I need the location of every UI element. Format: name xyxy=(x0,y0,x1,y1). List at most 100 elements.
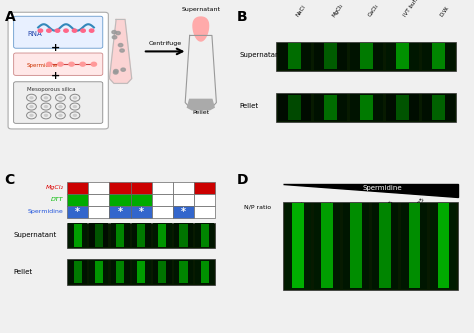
Bar xyxy=(153,260,172,284)
Bar xyxy=(158,261,166,283)
Bar xyxy=(314,202,340,289)
Circle shape xyxy=(112,31,116,34)
Bar xyxy=(324,95,337,120)
Bar xyxy=(194,194,215,206)
Bar xyxy=(89,260,109,284)
Bar xyxy=(180,224,188,246)
Circle shape xyxy=(73,29,77,32)
Circle shape xyxy=(80,62,85,66)
Circle shape xyxy=(58,96,63,99)
Polygon shape xyxy=(283,184,457,197)
Bar xyxy=(422,94,455,121)
Circle shape xyxy=(113,71,118,74)
Circle shape xyxy=(112,36,117,39)
Circle shape xyxy=(29,96,34,99)
Polygon shape xyxy=(187,99,214,110)
Circle shape xyxy=(73,114,77,117)
Bar xyxy=(380,203,391,288)
Circle shape xyxy=(38,29,43,32)
Bar xyxy=(386,43,419,70)
Text: 20: 20 xyxy=(298,201,306,210)
Bar xyxy=(292,203,303,288)
Circle shape xyxy=(121,68,126,71)
Bar xyxy=(68,223,87,247)
Bar xyxy=(194,182,215,194)
Text: +: + xyxy=(51,43,61,53)
Bar xyxy=(109,206,131,218)
Bar xyxy=(350,94,383,121)
Text: 0: 0 xyxy=(443,204,449,210)
Bar xyxy=(67,194,88,206)
Bar xyxy=(109,182,131,194)
Bar xyxy=(372,202,398,289)
Polygon shape xyxy=(185,35,216,107)
Text: 2.5: 2.5 xyxy=(385,199,394,210)
Bar xyxy=(110,260,129,284)
Bar xyxy=(314,94,346,121)
Text: Supernatant: Supernatant xyxy=(181,7,220,12)
Text: Supernatant: Supernatant xyxy=(239,52,283,58)
Bar xyxy=(173,194,194,206)
Circle shape xyxy=(58,114,63,117)
Bar xyxy=(343,202,369,289)
Circle shape xyxy=(46,62,52,66)
Bar xyxy=(276,42,456,71)
Text: IVT buffer: IVT buffer xyxy=(403,0,423,18)
Bar xyxy=(116,224,124,246)
Text: Pellet: Pellet xyxy=(14,269,33,275)
Bar xyxy=(431,43,446,69)
Text: Centrifuge: Centrifuge xyxy=(148,41,182,46)
Circle shape xyxy=(58,62,63,66)
Text: DTT: DTT xyxy=(51,197,64,202)
Polygon shape xyxy=(193,17,209,41)
Bar xyxy=(89,223,109,247)
Text: *: * xyxy=(75,207,80,217)
Bar xyxy=(88,194,109,206)
Bar xyxy=(67,259,215,285)
Circle shape xyxy=(90,29,94,32)
Bar xyxy=(321,203,333,288)
Bar xyxy=(195,260,214,284)
FancyBboxPatch shape xyxy=(14,53,103,75)
Text: A: A xyxy=(5,10,16,24)
Circle shape xyxy=(81,29,85,32)
Text: MgCl₂: MgCl₂ xyxy=(331,2,344,18)
Bar xyxy=(174,260,193,284)
Text: B: B xyxy=(237,10,247,24)
Bar xyxy=(152,182,173,194)
Bar xyxy=(350,43,383,70)
Polygon shape xyxy=(109,19,132,83)
Text: Mesoporous silica: Mesoporous silica xyxy=(27,87,76,92)
Bar xyxy=(68,260,87,284)
Text: Spermidine: Spermidine xyxy=(362,185,402,191)
Bar xyxy=(95,224,103,246)
Text: C: C xyxy=(5,173,15,187)
Bar xyxy=(95,261,103,283)
Bar xyxy=(360,95,374,120)
Bar xyxy=(360,43,374,69)
Text: MgCl₂: MgCl₂ xyxy=(46,185,64,190)
Bar xyxy=(288,95,301,120)
Bar xyxy=(132,260,151,284)
Bar xyxy=(386,94,419,121)
Text: 5: 5 xyxy=(356,204,362,210)
Text: D: D xyxy=(237,173,248,187)
Circle shape xyxy=(91,62,97,66)
Bar xyxy=(430,202,456,289)
Text: *: * xyxy=(118,207,122,217)
Bar xyxy=(409,203,419,288)
Bar xyxy=(314,43,346,70)
Bar xyxy=(137,261,145,283)
Bar xyxy=(288,43,301,69)
Text: +: + xyxy=(51,71,61,81)
FancyBboxPatch shape xyxy=(8,12,109,129)
Text: Pellet: Pellet xyxy=(192,110,210,115)
Bar xyxy=(132,223,151,247)
Text: *: * xyxy=(139,207,144,217)
Bar xyxy=(278,43,310,70)
Bar xyxy=(285,202,311,289)
Circle shape xyxy=(64,29,68,32)
Circle shape xyxy=(29,105,34,108)
Circle shape xyxy=(116,32,120,35)
Bar xyxy=(195,223,214,247)
